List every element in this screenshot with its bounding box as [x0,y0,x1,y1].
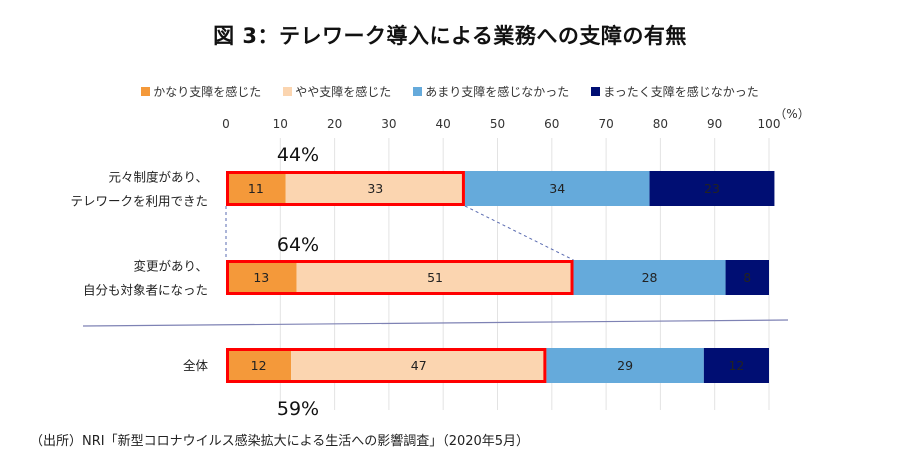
x-tick-label: 60 [544,117,559,131]
legend-label: あまり支障を感じなかった [425,85,570,99]
bar-segment [546,348,704,383]
bar-segment [226,171,286,206]
bar-segment [725,260,769,295]
source-note: （出所）NRI「新型コロナウイルス感染拡大による生活への影響調査」（2020年5… [30,434,530,449]
x-tick-label: 90 [707,117,722,131]
highlight-box [226,171,465,206]
data-label: 11 [248,181,264,196]
data-label: 12 [728,358,744,373]
x-tick-label: 0 [222,117,230,131]
legend-label: まったく支障を感じなかった [603,85,759,99]
data-label: 33 [367,181,383,196]
category-label: 自分も対象者になった [83,283,208,298]
category-label: 元々制度があり、 [108,170,208,185]
highlight-total-label: 59% [277,398,319,420]
x-tick-label: 20 [327,117,342,131]
legend-label: やや支障を感じた [295,85,392,99]
bar-segment [464,171,650,206]
x-tick-label: 70 [598,117,613,131]
legend-item: かなり支障を感じた [141,83,261,100]
legend-item: あまり支障を感じなかった [413,83,569,100]
unit-label: （%） [774,107,809,121]
legend-swatch [141,87,151,96]
bar-segment [285,171,465,206]
x-tick-label: 80 [653,117,668,131]
legend-swatch [413,87,423,96]
x-tick-label: 100 [758,117,781,131]
data-label: 13 [253,270,269,285]
data-label: 23 [704,181,720,196]
highlight-box [226,260,574,295]
legend-item: やや支障を感じた [283,83,391,100]
bar-segment [291,348,547,383]
data-label: 29 [617,358,633,373]
connector-line [464,205,574,261]
data-label: 8 [743,270,751,285]
x-tick-label: 30 [381,117,396,131]
legend-swatch [283,87,293,96]
bar-segment [296,260,574,295]
chart-title: 図 3：テレワーク導入による業務への支障の有無 [213,24,687,48]
highlight-box [226,348,547,383]
legend: かなり支障を感じた やや支障を感じた あまり支障を感じなかった まったく支障を感… [0,83,900,100]
legend-swatch [591,87,601,96]
bar-segment [226,260,297,295]
divider-line [82,319,789,327]
data-label: 34 [549,181,565,196]
category-label: 変更があり、 [133,259,208,274]
x-tick-label: 40 [436,117,451,131]
bar-segment [226,348,292,383]
bar-segment [703,348,769,383]
x-tick-label: 50 [490,117,505,131]
highlight-total-label: 44% [277,144,319,166]
legend-item: まったく支障を感じなかった [591,83,759,100]
category-label: 全体 [183,358,209,373]
data-label: 47 [411,358,427,373]
bar-segment [573,260,726,295]
bar-segment [649,171,775,206]
data-label: 12 [251,358,267,373]
x-tick-label: 10 [273,117,288,131]
highlight-total-label: 64% [277,234,319,256]
data-label: 51 [427,270,443,285]
category-label: テレワークを利用できた [70,194,208,209]
data-label: 28 [642,270,658,285]
legend-label: かなり支障を感じた [153,85,262,99]
